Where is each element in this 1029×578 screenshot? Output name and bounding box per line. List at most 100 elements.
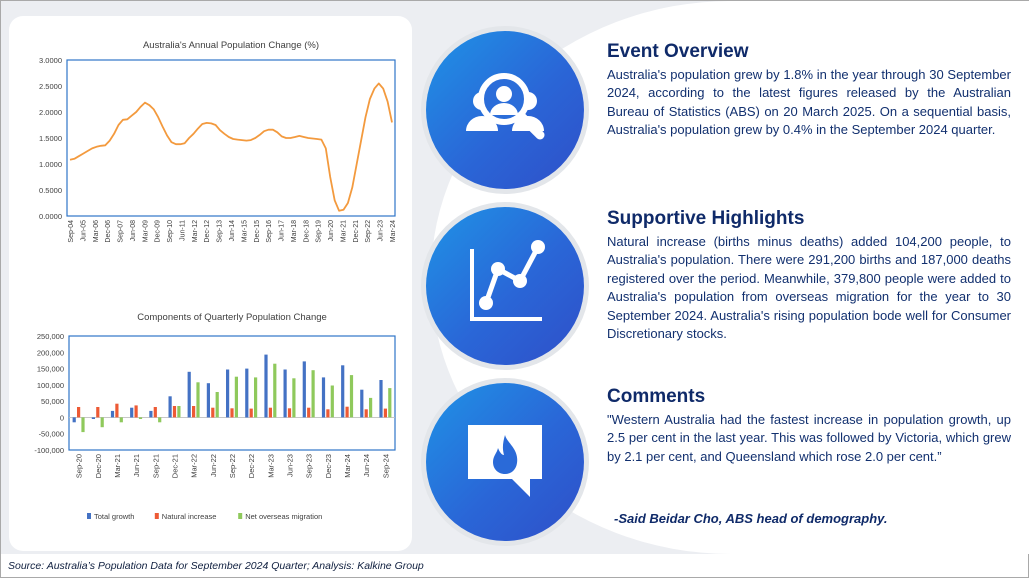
x-tick-label: Jun-11 [179, 220, 186, 241]
comments-section: Comments "Western Australia had the fast… [607, 386, 1011, 466]
y-tick-label: -100,000 [34, 446, 64, 455]
bar-total-growth [91, 417, 95, 419]
section-body: Australia's population grew by 1.8% in t… [607, 67, 1011, 138]
y-tick-label: 150,000 [37, 365, 64, 374]
x-tick-label: Sep-10 [167, 220, 174, 243]
bar-net-overseas-migration [254, 377, 258, 418]
bar-total-growth [245, 368, 249, 418]
legend-swatch [87, 513, 91, 519]
x-tick-label: Sep-07 [118, 220, 125, 243]
bar-total-growth [130, 407, 134, 418]
y-tick-label: 0.0000 [39, 212, 62, 221]
x-tick-label: Dec-21 [170, 454, 179, 478]
x-tick-label: Dec-15 [254, 220, 261, 243]
x-tick-label: Jun-20 [328, 220, 335, 242]
y-tick-label: 2.0000 [39, 108, 62, 117]
x-tick-label: Sep-04 [68, 220, 75, 243]
bar-net-overseas-migration [311, 370, 315, 418]
bar-total-growth [187, 371, 191, 418]
bar-total-growth [264, 354, 268, 418]
y-tick-label: -50,000 [39, 430, 64, 439]
y-tick-label: 1.0000 [39, 160, 62, 169]
legend-label: Natural increase [162, 512, 217, 521]
x-tick-label: Mar-24 [343, 454, 352, 478]
series-line [69, 82, 393, 212]
supportive-highlights-badge [426, 207, 584, 365]
section-heading: Comments [607, 386, 706, 407]
bar-natural-increase [268, 407, 272, 418]
bar-net-overseas-migration [369, 397, 373, 418]
bar-total-growth [168, 396, 172, 418]
x-tick-label: Jun-24 [362, 454, 371, 477]
y-tick-label: 1.5000 [39, 134, 62, 143]
x-tick-label: Mar-21 [340, 220, 347, 242]
x-tick-label: Mar-09 [142, 220, 149, 242]
section-body: "Western Australia had the fastest incre… [607, 412, 1011, 464]
section-heading: Supportive Highlights [607, 208, 805, 229]
x-tick-label: Mar-06 [93, 220, 100, 242]
x-tick-label: Dec-12 [204, 220, 211, 243]
source-footer: Source: Australia’s Population Data for … [8, 560, 424, 572]
x-tick-label: Mar-12 [192, 220, 199, 242]
legend-label: Net overseas migration [245, 512, 322, 521]
bar-natural-increase [192, 406, 196, 418]
bar-natural-increase [249, 408, 253, 418]
y-tick-label: 2.5000 [39, 82, 62, 91]
bar-total-growth [110, 410, 115, 418]
section-heading: Event Overview [607, 41, 749, 62]
x-tick-label: Sep-22 [365, 220, 372, 243]
bar-total-growth [379, 380, 383, 418]
legend-label: Total growth [94, 512, 134, 521]
annual-population-change-chart: Australia's Annual Population Change (%)… [23, 36, 413, 286]
bar-net-overseas-migration [196, 382, 200, 418]
bar-natural-increase [307, 407, 311, 418]
bar-total-growth [149, 410, 153, 418]
section-body: Natural increase (births minus deaths) a… [607, 234, 1011, 342]
bar-total-growth [206, 383, 210, 418]
x-tick-label: Dec-21 [353, 220, 360, 243]
bar-natural-increase [364, 409, 368, 418]
bar-total-growth [226, 369, 230, 418]
x-tick-label: Mar-15 [241, 220, 248, 242]
bar-natural-increase [383, 408, 387, 418]
bar-total-growth [283, 369, 287, 418]
x-tick-label: Jun-17 [279, 220, 286, 242]
y-tick-label: 50,000 [41, 397, 64, 406]
bar-total-growth [72, 417, 76, 423]
y-tick-label: 3.0000 [39, 56, 62, 65]
bar-natural-increase [115, 403, 119, 418]
bar-net-overseas-migration [349, 375, 354, 418]
bar-net-overseas-migration [330, 385, 334, 418]
x-tick-label: Sep-19 [316, 220, 323, 243]
x-tick-label: Dec-06 [105, 220, 112, 243]
x-tick-label: Dec-20 [94, 454, 103, 478]
bar-net-overseas-migration [177, 406, 181, 418]
x-tick-label: Jun-21 [132, 454, 141, 477]
bar-net-overseas-migration [119, 417, 123, 423]
bar-net-overseas-migration [215, 392, 219, 418]
people-search-icon [466, 73, 545, 140]
bar-total-growth [360, 389, 364, 418]
quote-signature: -Said Beidar Cho, ABS head of demography… [614, 511, 888, 526]
x-tick-label: Sep-13 [217, 220, 224, 243]
supportive-highlights-section: Supportive Highlights Natural increase (… [607, 208, 1011, 343]
x-tick-label: Mar-24 [390, 220, 397, 242]
x-tick-label: Dec-22 [247, 454, 256, 478]
event-overview-badge [426, 31, 584, 189]
plot-area [66, 59, 396, 217]
quarterly-population-change-chart: Components of Quarterly Population Chang… [23, 292, 413, 544]
y-tick-label: 250,000 [37, 332, 64, 341]
x-tick-label: Jun-22 [209, 454, 218, 477]
x-tick-label: Jun-23 [286, 454, 295, 477]
bar-net-overseas-migration [158, 417, 162, 423]
bar-total-growth [321, 377, 326, 418]
bar-natural-increase [211, 407, 215, 418]
bar-natural-increase [172, 406, 177, 418]
x-tick-label: Jun-08 [130, 220, 137, 242]
comments-badge [426, 383, 584, 541]
x-tick-label: Dec-18 [303, 220, 310, 243]
x-tick-label: Mar-21 [113, 454, 122, 478]
legend-swatch [238, 513, 243, 519]
bar-natural-increase [96, 407, 100, 418]
